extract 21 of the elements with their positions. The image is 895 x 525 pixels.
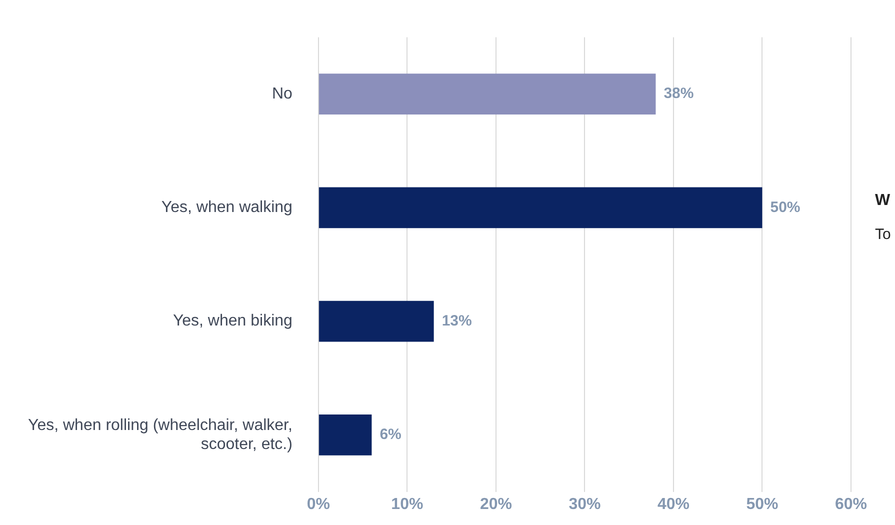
bar	[318, 414, 372, 456]
data-label: 13%	[442, 312, 472, 330]
x-tick-label: 50%	[746, 496, 778, 513]
y-tick-label: Yes, when rolling (wheelchair, walker, scooter, etc.)	[28, 416, 292, 453]
x-tick-label: 0%	[306, 496, 330, 513]
y-tick-label: Yes, when walking	[161, 199, 292, 216]
x-tick-label: 10%	[391, 496, 424, 513]
y-tick-label: Yes, when biking	[172, 312, 292, 330]
data-label: 6%	[380, 426, 402, 444]
x-tick-label: 40%	[657, 496, 690, 513]
text: W	[875, 192, 890, 210]
data-label: 50%	[770, 198, 800, 216]
x-tick-label: 20%	[480, 496, 512, 513]
bar	[318, 187, 762, 228]
data-label: 38%	[664, 85, 694, 102]
text: To	[875, 226, 891, 243]
bar	[318, 74, 656, 114]
x-tick-label: 60%	[834, 496, 868, 513]
bar	[318, 300, 434, 342]
y-tick-label: No	[272, 85, 293, 102]
x-tick-label: 30%	[568, 496, 601, 513]
